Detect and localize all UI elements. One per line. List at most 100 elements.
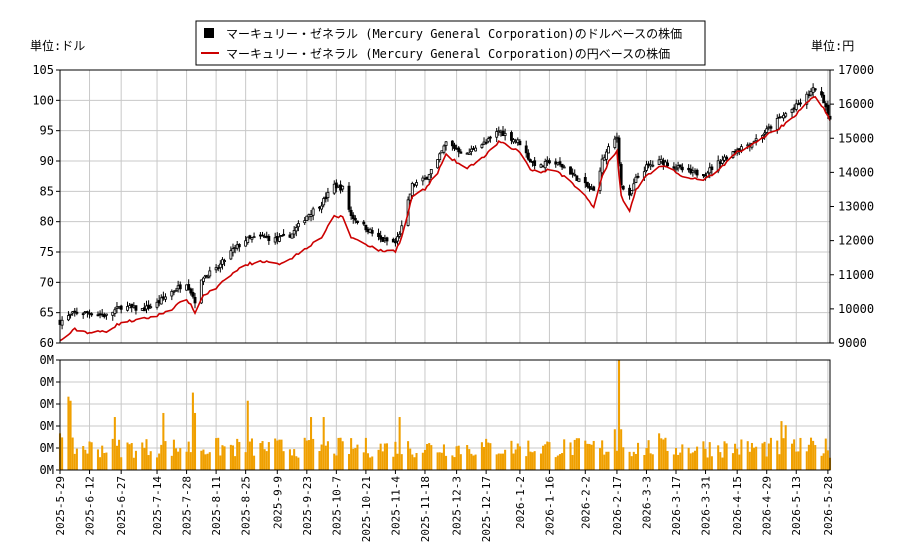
volume-bar (400, 454, 403, 470)
y-tick-label-vol: 0M (40, 353, 54, 367)
volume-bar (548, 442, 551, 470)
volume-bar (459, 454, 462, 470)
volume-bar (731, 453, 734, 470)
volume-bar (799, 437, 802, 470)
candle-body (438, 153, 442, 161)
candle-body (619, 163, 623, 186)
volume-bar (128, 444, 131, 470)
volume-bar (253, 455, 256, 470)
candle-body (790, 108, 794, 113)
volume-bar (750, 442, 753, 470)
candle-body (674, 167, 678, 171)
volume-bar (421, 452, 424, 470)
volume-bar (71, 437, 74, 470)
candle-body (193, 296, 197, 304)
volume-bar (200, 450, 203, 470)
candle-body (305, 215, 309, 221)
y-tick-label-usd: 100 (32, 93, 54, 107)
volume-bar (371, 456, 374, 470)
candle-body (799, 102, 802, 105)
volume-bar (575, 438, 578, 470)
volume-bar (206, 453, 209, 470)
candle-body (809, 91, 813, 96)
volume-bar (814, 445, 817, 470)
volume-bar (303, 437, 306, 470)
volume-bar (590, 444, 593, 470)
volume-bar (428, 443, 431, 470)
candle-body (206, 276, 210, 279)
candle-body (459, 151, 463, 154)
volume-bar (510, 440, 513, 470)
volume-bar (280, 439, 283, 470)
candle-body (547, 160, 551, 164)
candle-body (326, 191, 330, 198)
volume-bar (544, 444, 547, 470)
volume-bar (326, 441, 329, 470)
candle-body (377, 232, 380, 237)
y-tick-label-usd: 85 (40, 184, 54, 198)
volume-bar (734, 443, 737, 470)
volume-bar (440, 452, 443, 470)
volume-bar (605, 451, 608, 470)
volume-bar (333, 453, 336, 470)
volume-bar (451, 455, 454, 470)
candle-body (398, 233, 402, 237)
candle-body (119, 305, 123, 310)
y-tick-label-usd: 60 (40, 336, 54, 350)
candle-body (208, 270, 212, 277)
volume-bar (305, 440, 308, 470)
candle-body (617, 137, 621, 164)
y-tick-label-jpy: 13000 (838, 200, 874, 214)
x-tick-label: 2026-3-17 (670, 476, 683, 536)
volume-bar (689, 453, 692, 470)
volume-bar (723, 441, 726, 470)
candle-body (739, 146, 743, 151)
volume-bar (784, 425, 787, 470)
y-tick-label-jpy: 14000 (838, 165, 874, 179)
volume-bar (149, 451, 152, 470)
x-tick-label: 2026-4-15 (731, 476, 744, 536)
volume-bar (274, 438, 277, 470)
candle-body (486, 138, 490, 142)
candle-body (221, 259, 224, 265)
candle-body (113, 309, 117, 315)
candle-body (202, 277, 205, 282)
candle-body (246, 236, 250, 243)
candle-body (526, 152, 530, 160)
x-tick-label: 2026-5-28 (822, 476, 835, 536)
candle-body (164, 296, 167, 300)
x-tick-label: 2025-7-14 (151, 476, 164, 536)
volume-bar (438, 452, 441, 470)
candle-body (408, 193, 412, 201)
candle-body (218, 263, 222, 269)
volume-bar (145, 439, 148, 470)
candle-body (645, 164, 648, 171)
candle-body (765, 128, 769, 133)
volume-bar (660, 438, 663, 470)
volume-bar (297, 457, 300, 470)
candle-body (495, 131, 499, 138)
volume-bar (516, 443, 519, 470)
volume-bar (643, 454, 646, 470)
volume-bar (339, 437, 342, 470)
volume-bar (556, 455, 559, 470)
candle-body (630, 190, 634, 195)
x-tick-label: 2026-5-13 (790, 476, 803, 536)
volume-bars (58, 360, 832, 470)
candle-body (480, 144, 484, 148)
volume-bar (767, 443, 770, 470)
volume-bar (170, 455, 173, 470)
volume-bar (702, 441, 705, 470)
volume-bar (664, 437, 667, 470)
volume-bar (620, 429, 623, 470)
volume-bar (172, 439, 175, 470)
volume-bar (364, 437, 367, 470)
candle-body (261, 234, 264, 237)
candle-body (237, 244, 241, 248)
y-tick-label-usd: 105 (32, 63, 54, 77)
volume-bar (158, 453, 161, 470)
volume-bar (73, 453, 76, 470)
x-tick-label: 2025-8-11 (210, 476, 223, 536)
volume-bar (470, 453, 473, 470)
candle-body (134, 305, 138, 311)
